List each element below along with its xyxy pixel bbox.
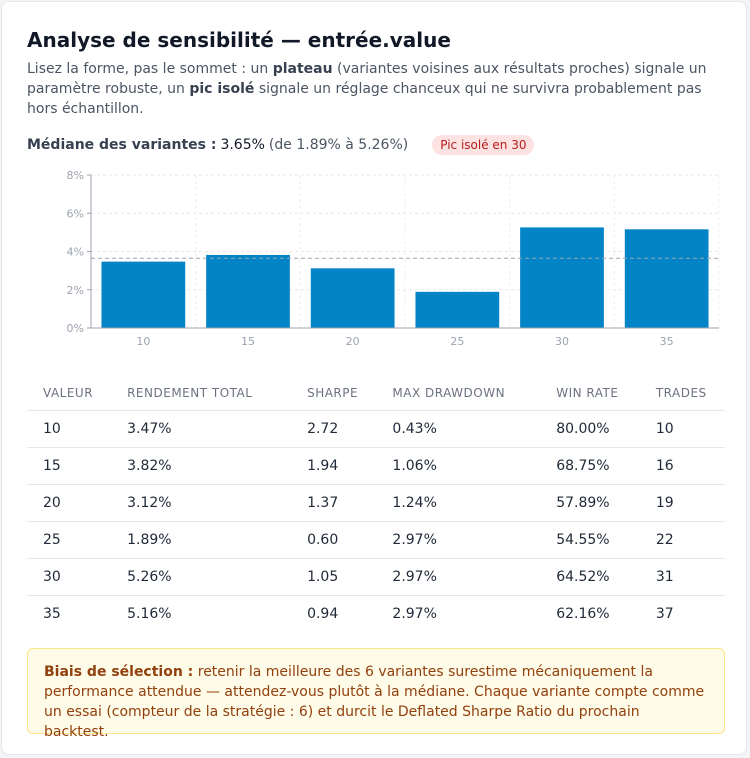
- bar-20: [310, 268, 395, 328]
- table-cell: 2.97%: [376, 521, 541, 559]
- table-header-row: VALEUR RENDEMENT TOTAL SHARPE MAX DRAWDOWN W…: [27, 375, 725, 411]
- selection-bias-note: Biais de sélection : retenir la meilleur…: [27, 648, 725, 740]
- x-tick-label: 35: [660, 335, 674, 348]
- table-cell: 3.12%: [111, 484, 292, 522]
- table-row: 30 5.26% 1.05 2.97% 64.52% 31: [27, 558, 725, 596]
- y-tick-label: 0%: [67, 322, 84, 335]
- results-table: VALEUR RENDEMENT TOTAL SHARPE MAX DRAWDOWN W…: [27, 375, 725, 632]
- bar-15: [206, 254, 290, 328]
- table-cell: 10: [639, 410, 725, 448]
- table-cell: 2.97%: [376, 558, 541, 596]
- bar-35: [624, 229, 709, 328]
- note-title: Biais de sélection :: [44, 664, 194, 680]
- table-cell: 1.89%: [111, 521, 292, 559]
- table-cell: 19: [639, 484, 725, 522]
- table-cell: 1.37: [291, 484, 377, 522]
- x-tick-label: 15: [241, 335, 255, 348]
- table-cell: 15: [27, 447, 112, 485]
- column-header: WIN RATE: [540, 375, 640, 411]
- intro-text: Lisez la forme, pas le sommet : un plate…: [27, 61, 707, 117]
- x-tick-label: 30: [555, 335, 569, 348]
- table-body: 10 3.47% 2.72 0.43% 80.00% 10 15 3.82% 1.94 1.06%…: [27, 410, 725, 633]
- median-label: Médiane des variantes :: [27, 137, 217, 153]
- table-row: 35 5.16% 0.94 2.97% 62.16% 37: [27, 596, 725, 633]
- y-tick-label: 4%: [67, 246, 84, 259]
- table-cell: 16: [639, 447, 725, 485]
- median-value: 3.65%: [220, 137, 265, 153]
- page-title: Analyse de sensibilité — entrée.value: [27, 28, 451, 52]
- table-cell: 35: [43, 606, 61, 622]
- table-cell: 2.72: [291, 410, 377, 448]
- x-tick-label: 20: [346, 335, 360, 348]
- table-cell: 1.05: [291, 558, 377, 596]
- table-cell: 10: [27, 410, 112, 448]
- note-text: retenir la meilleure des 6 variantes sur…: [44, 664, 705, 740]
- table-cell: 5.26%: [111, 558, 292, 596]
- table-row: 15 3.82% 1.94 1.06% 68.75% 16: [27, 447, 725, 485]
- table-cell: 25: [27, 521, 112, 559]
- median-range: (de 1.89% à 5.26%): [268, 137, 409, 153]
- table-row: 25 1.89% 0.60 2.97% 54.55% 22: [27, 521, 725, 559]
- table-row: 20 3.12% 1.37 1.24% 57.89% 19: [27, 484, 725, 522]
- median-summary: Médiane des variantes : 3.65% (de 1.89% …: [27, 135, 535, 155]
- x-tick-label: 10: [136, 335, 150, 348]
- table-row: 10 3.47% 2.72 0.43% 80.00% 10: [27, 410, 725, 448]
- table-cell: 62.16%: [556, 606, 610, 622]
- column-header: SHARPE: [291, 375, 377, 411]
- table-cell: 31: [639, 558, 725, 596]
- table-cell: 57.89%: [540, 484, 640, 522]
- table-cell: 3.82%: [111, 447, 292, 485]
- table-cell: 5.16%: [127, 606, 172, 622]
- table-cell: 2.97%: [392, 606, 437, 622]
- table-cell: 37: [655, 606, 674, 622]
- sensitivity-bar-chart: 10 15 20 25 30 35 0% 2% 4% 6% 8%: [67, 169, 720, 348]
- column-header: VALEUR: [27, 375, 112, 411]
- column-header: MAX DRAWDOWN: [376, 375, 541, 411]
- table-cell: 0.43%: [376, 410, 541, 448]
- bar-25: [415, 291, 500, 328]
- y-tick-label: 6%: [67, 207, 84, 220]
- bar-10: [101, 261, 186, 328]
- isolated-peak-badge: Pic isolé en 30: [432, 135, 535, 155]
- plateau-term: plateau: [272, 61, 333, 77]
- bar-30: [520, 227, 604, 328]
- table-cell: 1.06%: [376, 447, 541, 485]
- table-cell: 54.55%: [540, 521, 640, 559]
- table-cell: 22: [639, 521, 725, 559]
- column-header: TRADES: [639, 375, 725, 411]
- table-cell: 30: [27, 558, 112, 596]
- table-cell: 0.60: [291, 521, 377, 559]
- table-cell: 0.94: [307, 606, 339, 622]
- x-tick-label: 25: [450, 335, 464, 348]
- table-cell: 3.47%: [111, 410, 292, 448]
- table-cell: 80.00%: [540, 410, 640, 448]
- table-cell: 64.52%: [540, 558, 640, 596]
- y-tick-label: 2%: [67, 284, 84, 297]
- column-header: RENDEMENT TOTAL: [111, 375, 292, 411]
- table-cell: 20: [27, 484, 112, 522]
- table-cell: 1.94: [291, 447, 377, 485]
- table-cell: 68.75%: [540, 447, 640, 485]
- y-tick-label: 8%: [67, 169, 84, 182]
- table-cell: 1.24%: [376, 484, 541, 522]
- isolated-peak-term: pic isolé: [189, 81, 255, 97]
